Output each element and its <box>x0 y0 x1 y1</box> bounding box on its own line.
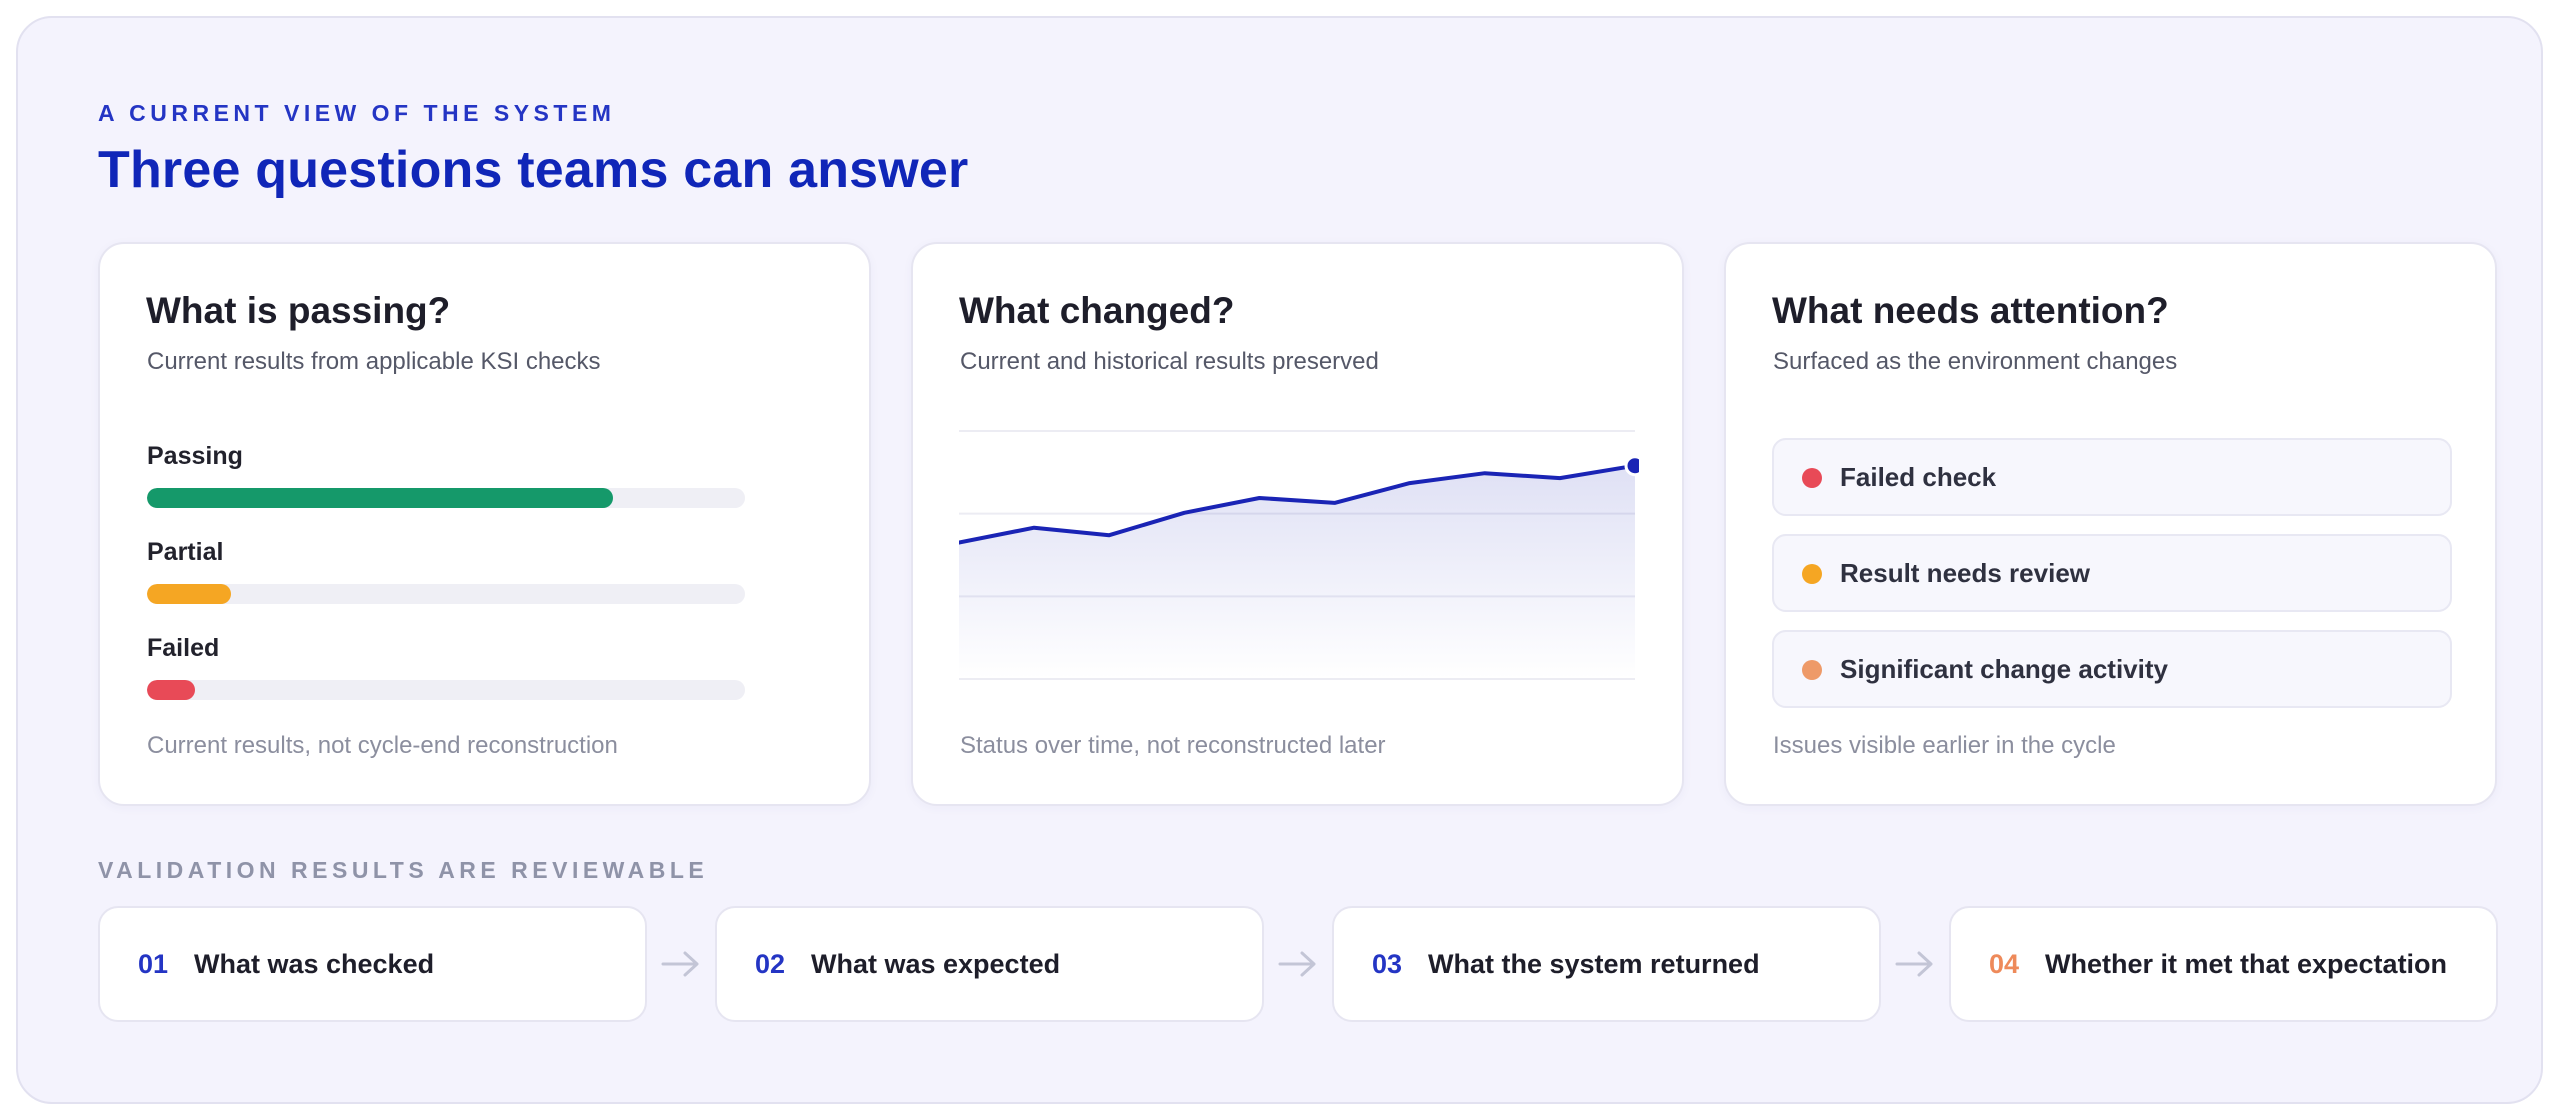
validation-step-2: 02 What was expected <box>715 906 1264 1022</box>
validation-step-1: 01 What was checked <box>98 906 647 1022</box>
card-title: What needs attention? <box>1772 290 2169 331</box>
card-footer: Current results, not cycle-end reconstru… <box>147 732 618 759</box>
attention-item-significant-change[interactable]: Significant change activity <box>1772 630 2452 708</box>
card-subtitle: Current results from applicable KSI chec… <box>147 348 601 375</box>
card-what-is-passing: What is passing? Current results from ap… <box>98 242 871 806</box>
attention-item-failed-check[interactable]: Failed check <box>1772 438 2452 516</box>
page-title: Three questions teams can answer <box>98 141 969 199</box>
bar-track-failed <box>147 680 745 700</box>
card-title: What changed? <box>959 290 1235 331</box>
step-text: What was checked <box>194 949 435 979</box>
step-number: 04 <box>1989 949 2020 979</box>
amber-status-dot-icon <box>1802 564 1822 584</box>
arrow-right-icon <box>661 951 699 977</box>
bar-fill-partial <box>147 584 231 604</box>
card-what-changed: What changed? Current and historical res… <box>911 242 1684 806</box>
chart-area-fill <box>959 465 1635 679</box>
bar-label-failed: Failed <box>147 634 220 662</box>
attention-item-label: Failed check <box>1840 462 1997 492</box>
attention-item-label: Result needs review <box>1840 558 2090 588</box>
card-subtitle: Surfaced as the environment changes <box>1773 348 2178 375</box>
step-number: 01 <box>138 949 169 979</box>
arrow-right-icon <box>1895 951 1933 977</box>
panel-frame: A CURRENT VIEW OF THE SYSTEM Three quest… <box>16 16 2543 1104</box>
bar-fill-passing <box>147 488 614 508</box>
card-footer: Issues visible earlier in the cycle <box>1773 732 2116 759</box>
bar-label-passing: Passing <box>147 442 243 470</box>
attention-item-needs-review[interactable]: Result needs review <box>1772 534 2452 612</box>
step-text: Whether it met that expectation <box>2045 949 2448 979</box>
status-trend-chart <box>959 430 1639 680</box>
card-subtitle: Current and historical results preserved <box>960 348 1379 375</box>
step-number: 02 <box>755 949 786 979</box>
red-status-dot-icon <box>1802 468 1822 488</box>
step-text: What was expected <box>811 949 1061 979</box>
card-what-needs-attention: What needs attention? Surfaced as the en… <box>1724 242 2497 806</box>
chart-series-line <box>959 463 1637 545</box>
bar-track-partial <box>147 584 745 604</box>
eyebrow-label: A CURRENT VIEW OF THE SYSTEM <box>98 100 616 126</box>
card-title: What is passing? <box>146 290 451 331</box>
card-footer: Status over time, not reconstructed late… <box>960 732 1386 759</box>
arrow-right-icon <box>1278 951 1316 977</box>
section-label-validation: VALIDATION RESULTS ARE REVIEWABLE <box>98 857 709 883</box>
bar-track-passing <box>147 488 745 508</box>
validation-step-3: 03 What the system returned <box>1332 906 1881 1022</box>
chart-latest-point <box>1624 455 1639 477</box>
step-text: What the system returned <box>1428 949 1760 979</box>
orange-status-dot-icon <box>1802 660 1822 680</box>
validation-step-4: 04 Whether it met that expectation <box>1949 906 2498 1022</box>
bar-label-partial: Partial <box>147 538 224 566</box>
step-number: 03 <box>1372 949 1403 979</box>
bar-fill-failed <box>147 680 195 700</box>
attention-item-label: Significant change activity <box>1840 654 2168 684</box>
